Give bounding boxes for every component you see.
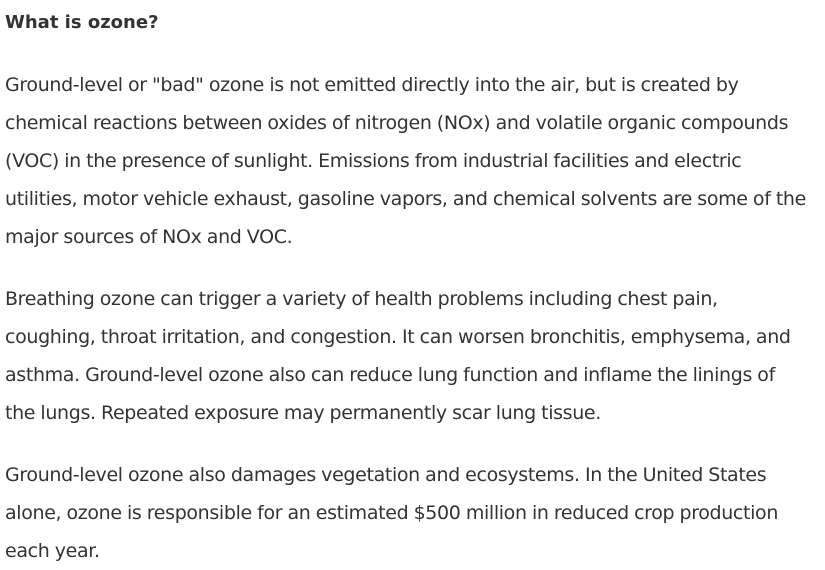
paragraph-vegetation-effects: Ground-level ozone also damages vegetati… [5, 464, 779, 562]
paragraph-ozone-formation: Ground-level or "bad" ozone is not emitt… [5, 74, 806, 248]
page-title: What is ozone? [5, 12, 159, 33]
paragraph-health-effects: Breathing ozone can trigger a variety of… [5, 288, 791, 424]
